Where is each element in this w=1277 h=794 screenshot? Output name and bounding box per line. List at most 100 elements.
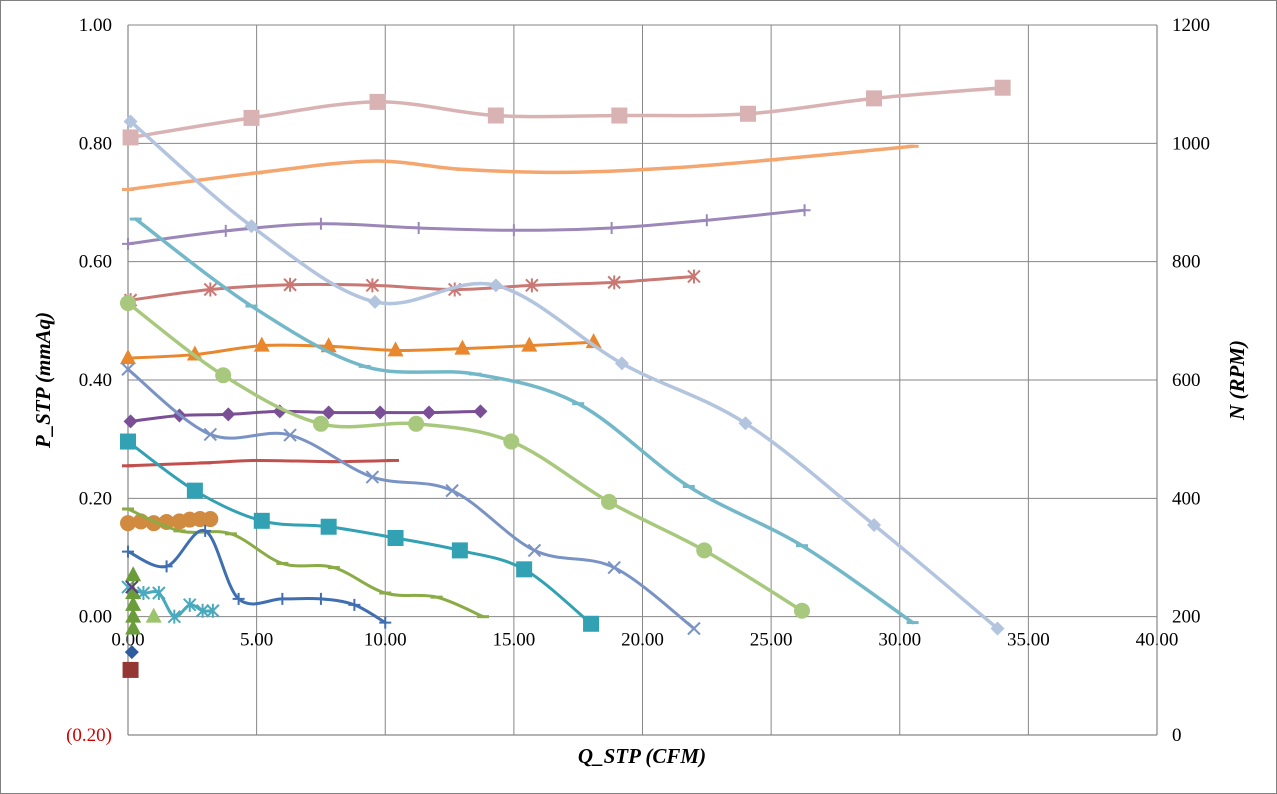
data-point (253, 512, 270, 529)
data-point (320, 518, 337, 535)
data-point (120, 515, 136, 532)
data-point (125, 619, 142, 635)
data-point (183, 597, 197, 612)
data-point (687, 621, 701, 636)
data-point (516, 561, 533, 578)
y2-tick-label: 200 (1172, 607, 1201, 628)
data-point (421, 405, 436, 420)
data-point (206, 603, 220, 618)
data-point (145, 607, 162, 623)
data-point (123, 114, 138, 129)
data-point (365, 278, 380, 293)
data-point (120, 295, 136, 312)
y-tick-label: (0.20) (66, 725, 112, 746)
data-point (614, 356, 629, 371)
y2-tick-label: 600 (1172, 370, 1201, 391)
data-point (583, 615, 600, 632)
data-point (120, 349, 136, 365)
data-point (314, 217, 327, 230)
data-point (312, 415, 329, 432)
data-point (125, 595, 142, 611)
series-17 (145, 607, 162, 623)
data-point (387, 529, 404, 546)
data-point (867, 517, 882, 532)
y2-tick-label: 400 (1172, 488, 1201, 509)
series-21 (122, 661, 139, 678)
series-7 (122, 458, 399, 468)
y-tick-label: 0.40 (79, 370, 112, 391)
series-8 (120, 511, 219, 532)
series-20 (124, 645, 139, 660)
data-point (122, 545, 134, 558)
axes: 0.00 5.00 10.00 15.00 20.00 25.00 30.00 35.00 40… (66, 15, 1210, 746)
data-point (203, 427, 218, 442)
data-point (488, 278, 503, 293)
data-point (473, 404, 488, 419)
data-point (994, 79, 1011, 96)
series-1 (122, 79, 1011, 146)
series-2 (122, 144, 919, 192)
x-tick-label: 35.00 (1007, 630, 1050, 651)
y-tick-label: 0.00 (79, 607, 112, 628)
series-5 (120, 333, 602, 365)
y-tick-label: 0.80 (79, 133, 112, 154)
series-line (126, 529, 387, 625)
data-point (611, 107, 628, 124)
data-point (202, 511, 219, 528)
series-line (129, 274, 696, 302)
data-point (607, 560, 621, 575)
data-point (122, 129, 139, 146)
series-12 (121, 362, 701, 636)
x-tick-label: 30.00 (878, 630, 921, 651)
y-tick-label: 0.20 (79, 488, 112, 509)
data-point (739, 105, 756, 122)
data-point (607, 275, 621, 290)
data-point (738, 416, 753, 431)
series-15 (122, 524, 392, 629)
y-axis-title: P_STP (mmAq) (31, 312, 55, 449)
series-line (128, 119, 1000, 631)
data-point (195, 603, 210, 618)
series-6 (123, 404, 488, 429)
series-layer (120, 79, 1011, 678)
data-point (503, 433, 520, 450)
data-point (445, 483, 459, 498)
x-axis-title: Q_STP (CFM) (578, 744, 706, 768)
y2-tick-label: 800 (1172, 252, 1201, 273)
series-9 (123, 114, 1005, 636)
data-point (283, 428, 297, 442)
y2-tick-label: 1000 (1172, 133, 1210, 154)
data-point (203, 282, 218, 297)
data-point (125, 607, 142, 623)
x-tick-label: 15.00 (493, 630, 536, 651)
data-point (314, 592, 327, 605)
y2-tick-label: 1200 (1172, 15, 1210, 36)
data-point (507, 224, 520, 237)
data-point (696, 542, 713, 559)
data-point (124, 645, 139, 660)
data-point (373, 405, 388, 420)
x-tick-label: 25.00 (750, 630, 793, 651)
data-point (990, 621, 1005, 636)
data-point (122, 237, 134, 250)
y-tick-label: 1.00 (79, 15, 112, 36)
series-line (126, 301, 804, 613)
data-point (412, 221, 425, 234)
data-point (221, 407, 236, 422)
data-point (243, 109, 260, 126)
series-line (126, 340, 596, 360)
series-19 (125, 580, 139, 594)
data-point (866, 90, 883, 107)
series-14 (122, 507, 490, 619)
data-point (321, 405, 336, 420)
data-point (123, 414, 138, 429)
data-point (121, 362, 135, 377)
data-point (125, 584, 142, 599)
series-10 (129, 217, 919, 625)
series-3 (122, 204, 811, 250)
data-point (387, 341, 404, 357)
data-point (700, 214, 713, 227)
data-point (152, 586, 166, 600)
